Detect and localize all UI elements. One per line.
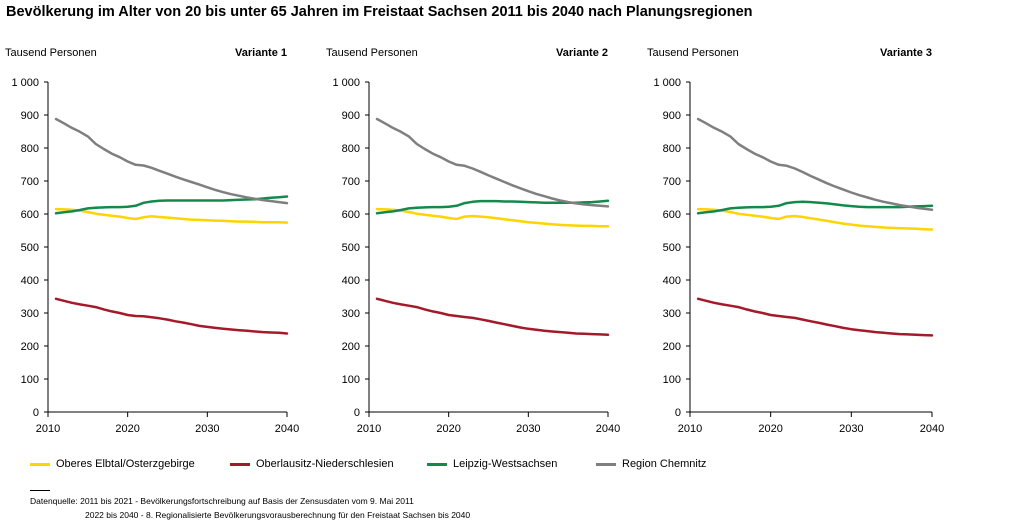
series-line-oberlausitz-niederschlesien [696,297,934,337]
series-line-oberlausitz-niederschlesien [54,297,289,335]
y-tick-label: 0 [675,407,681,419]
y-tick-label: 200 [342,341,360,353]
y-tick-label: 800 [342,143,360,155]
legend-swatch [30,462,50,466]
y-tick-label: 1 000 [332,77,360,89]
y-tick-label: 700 [21,176,39,188]
x-tick-label: 2030 [839,423,863,435]
series-line-oberes-elbtal-osterzgebirge [375,207,610,228]
y-tick-label: 1 000 [11,77,39,89]
x-tick-label: 2010 [357,423,381,435]
series-line-oberlausitz-niederschlesien [375,297,610,337]
x-tick-label: 2020 [436,423,460,435]
panel-title: Variante 3 [880,47,932,59]
legend-label: Oberes Elbtal/Osterzgebirge [56,458,195,470]
y-axis-label: Tausend Personen [5,47,97,59]
y-tick-label: 200 [663,341,681,353]
y-tick-label: 1 000 [653,77,681,89]
legend: Oberes Elbtal/Osterzgebirge Oberlausitz-… [0,458,1023,474]
line-chart-panel: Tausend Personen Variante 2 0 100 200 300 400 5… [326,47,620,435]
y-tick-label: 0 [354,407,360,419]
x-tick-label: 2030 [516,423,540,435]
y-tick-label: 600 [21,209,39,221]
series-line-leipzig-westsachsen [696,200,934,215]
footnote-divider [30,490,50,491]
footnote-source-1: Datenquelle: 2011 bis 2021 - Bevölkerung… [30,496,414,506]
series-line-region-chemnitz [696,117,934,211]
legend-item: Oberes Elbtal/Osterzgebirge [30,458,195,470]
legend-label: Oberlausitz-Niederschlesien [256,458,394,470]
y-tick-label: 700 [342,176,360,188]
y-tick-label: 300 [342,308,360,320]
y-tick-label: 500 [663,242,681,254]
y-tick-label: 500 [342,242,360,254]
x-tick-label: 2040 [920,423,944,435]
legend-swatch [230,462,250,466]
series-line-oberes-elbtal-osterzgebirge [696,207,934,231]
y-axis-label: Tausend Personen [647,47,739,59]
y-tick-label: 400 [342,275,360,287]
legend-swatch [427,462,447,466]
y-tick-label: 100 [342,374,360,386]
y-tick-label: 200 [21,341,39,353]
y-axis-label: Tausend Personen [326,47,418,59]
x-tick-label: 2040 [275,423,299,435]
legend-item: Leipzig-Westsachsen [427,458,557,470]
line-chart-panel: Tausend Personen Variante 3 0 100 200 300 400 5… [647,47,944,435]
footnote-source-2: 2022 bis 2040 - 8. Regionalisierte Bevöl… [85,510,471,520]
x-tick-label: 2040 [596,423,620,435]
legend-label: Region Chemnitz [622,458,707,470]
y-tick-label: 300 [663,308,681,320]
y-tick-label: 100 [663,374,681,386]
series-line-oberes-elbtal-osterzgebirge [54,207,289,224]
x-tick-label: 2030 [195,423,219,435]
x-tick-label: 2010 [36,423,60,435]
y-tick-label: 900 [663,110,681,122]
y-tick-label: 600 [342,209,360,221]
y-tick-label: 900 [21,110,39,122]
y-tick-label: 500 [21,242,39,254]
x-tick-label: 2020 [115,423,139,435]
legend-swatch [596,462,616,466]
y-tick-label: 600 [663,209,681,221]
series-line-leipzig-westsachsen [54,195,289,215]
line-chart-panel: Tausend Personen Variante 1 0 100 200 300 400 5… [5,47,299,435]
legend-item: Region Chemnitz [596,458,706,470]
legend-label: Leipzig-Westsachsen [453,458,558,470]
y-tick-label: 100 [21,374,39,386]
y-tick-label: 700 [663,176,681,188]
y-tick-label: 300 [21,308,39,320]
y-tick-label: 800 [663,143,681,155]
series-line-region-chemnitz [54,117,289,205]
x-tick-label: 2010 [678,423,702,435]
panel-title: Variante 1 [235,47,287,59]
series-line-region-chemnitz [375,117,610,208]
y-tick-label: 400 [21,275,39,287]
legend-item: Oberlausitz-Niederschlesien [230,458,394,470]
y-tick-label: 800 [21,143,39,155]
y-tick-label: 400 [663,275,681,287]
y-tick-label: 0 [33,407,39,419]
x-tick-label: 2020 [758,423,782,435]
chart-title: Bevölkerung im Alter von 20 bis unter 65… [6,4,753,20]
panel-title: Variante 2 [556,47,608,59]
y-tick-label: 900 [342,110,360,122]
